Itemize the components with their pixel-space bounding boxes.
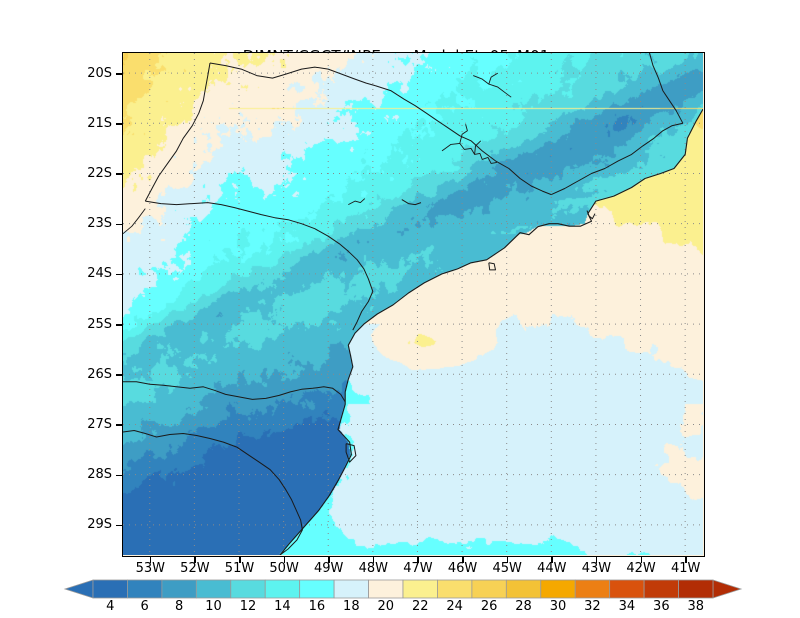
colorbar-tick-label: 34 — [618, 599, 636, 614]
lon-tick-mark — [239, 557, 241, 563]
colorbar-segment — [127, 579, 163, 599]
colorbar-tick-label: 16 — [308, 599, 326, 614]
lat-tick-label: 29S — [87, 517, 112, 533]
lon-tick-label: 53W — [135, 561, 165, 576]
colorbar-segment — [368, 579, 404, 599]
lon-tick-label: 42W — [626, 561, 656, 576]
colorbar-tick-label: 24 — [446, 599, 463, 614]
lat-tick-label: 28S — [87, 467, 112, 483]
colorbar-segment — [195, 579, 232, 599]
lat-tick-mark — [116, 173, 122, 175]
colorbar-tick-label: 20 — [377, 599, 395, 614]
colorbar-segment — [161, 579, 197, 599]
lon-tick-label: 49W — [314, 561, 344, 576]
lat-tick-mark — [116, 424, 122, 426]
lon-tick-label: 47W — [403, 561, 433, 576]
lon-tick-mark — [595, 557, 598, 563]
colorbar-tick-label: 36 — [653, 599, 670, 614]
lat-tick-label: 20S — [87, 65, 112, 81]
lon-tick-label: 52W — [180, 561, 210, 576]
lon-tick-label: 44W — [537, 561, 567, 576]
colorbar-segment — [678, 579, 714, 599]
colorbar-segment — [402, 579, 438, 599]
lat-tick-label: 21S — [87, 115, 112, 131]
lat-tick-mark — [116, 324, 122, 326]
colorbar-tick-label: 10 — [205, 599, 222, 614]
lat-tick-label: 25S — [87, 316, 112, 332]
lon-tick-mark — [551, 557, 553, 563]
lon-tick-label: 51W — [224, 561, 255, 576]
colorbar-segment — [299, 579, 335, 599]
lat-tick-label: 24S — [87, 266, 112, 282]
colorbar-segment — [574, 579, 611, 599]
colorbar-segment — [92, 579, 128, 599]
lon-tick-mark — [640, 557, 643, 563]
lon-tick-mark — [462, 557, 464, 563]
lon-tick-label: 46W — [447, 561, 478, 576]
colorbar-tick-label: 30 — [549, 599, 567, 614]
lat-tick-mark — [116, 123, 122, 125]
lat-tick-mark — [116, 524, 122, 527]
colorbar-tick-label: 32 — [584, 599, 601, 614]
colorbar-tick-label: 26 — [480, 599, 498, 614]
colorbar-segment — [609, 579, 645, 599]
colorbar-segment — [230, 579, 266, 599]
lon-tick-label: 48W — [358, 561, 389, 576]
colorbar-segment — [437, 579, 473, 599]
colorbar-tick-label: 22 — [411, 599, 429, 614]
colorbar-tick-label: 18 — [343, 599, 360, 614]
lat-tick-mark — [116, 223, 122, 226]
colorbar-tick-label: 6 — [140, 599, 149, 614]
lon-tick-mark — [506, 557, 509, 563]
colorbar-segment — [540, 579, 576, 599]
lat-tick-mark — [116, 273, 122, 276]
colorbar-tick-label: 38 — [687, 599, 705, 614]
lon-tick-mark — [149, 557, 152, 563]
colorbar-segment — [643, 579, 679, 599]
lat-tick-label: 23S — [87, 216, 112, 232]
colorbar-tick-label: 14 — [274, 599, 291, 614]
lon-tick-label: 41W — [670, 561, 701, 576]
colorbar-segment — [505, 579, 542, 599]
colorbar-tick-label: 8 — [174, 599, 184, 614]
map-plot-area — [122, 52, 705, 557]
colorbar-tick-label: 4 — [106, 599, 115, 614]
lat-tick-mark — [116, 474, 122, 477]
colorbar-segment — [333, 579, 369, 599]
lon-tick-mark — [283, 557, 286, 563]
lon-tick-mark — [372, 557, 375, 563]
colorbar-segment — [264, 579, 301, 599]
lat-tick-mark — [116, 374, 122, 376]
lon-tick-label: 45W — [492, 561, 522, 576]
colorbar-segment — [471, 579, 507, 599]
colorbar-over-arrow — [712, 579, 743, 599]
lat-tick-label: 22S — [87, 165, 112, 181]
colorbar: 4 6 8 10 12 14 16 18 20 22 24 26 28 30 32 34 36 38 — [0, 578, 800, 618]
lat-tick-mark — [116, 73, 122, 75]
colorbar-under-arrow — [63, 579, 94, 599]
temperature-field — [123, 53, 703, 555]
colorbar-tick-label: 28 — [515, 599, 532, 614]
lon-tick-label: 43W — [581, 561, 612, 576]
lat-tick-label: 26S — [87, 366, 112, 382]
lon-tick-mark — [328, 557, 330, 563]
lon-tick-mark — [417, 557, 419, 563]
lon-tick-mark — [194, 557, 196, 563]
lon-tick-label: 50W — [269, 561, 299, 576]
colorbar-swatches — [63, 579, 743, 599]
lat-tick-label: 27S — [87, 416, 112, 432]
colorbar-tick-label: 12 — [239, 599, 257, 614]
lon-tick-mark — [685, 557, 687, 563]
